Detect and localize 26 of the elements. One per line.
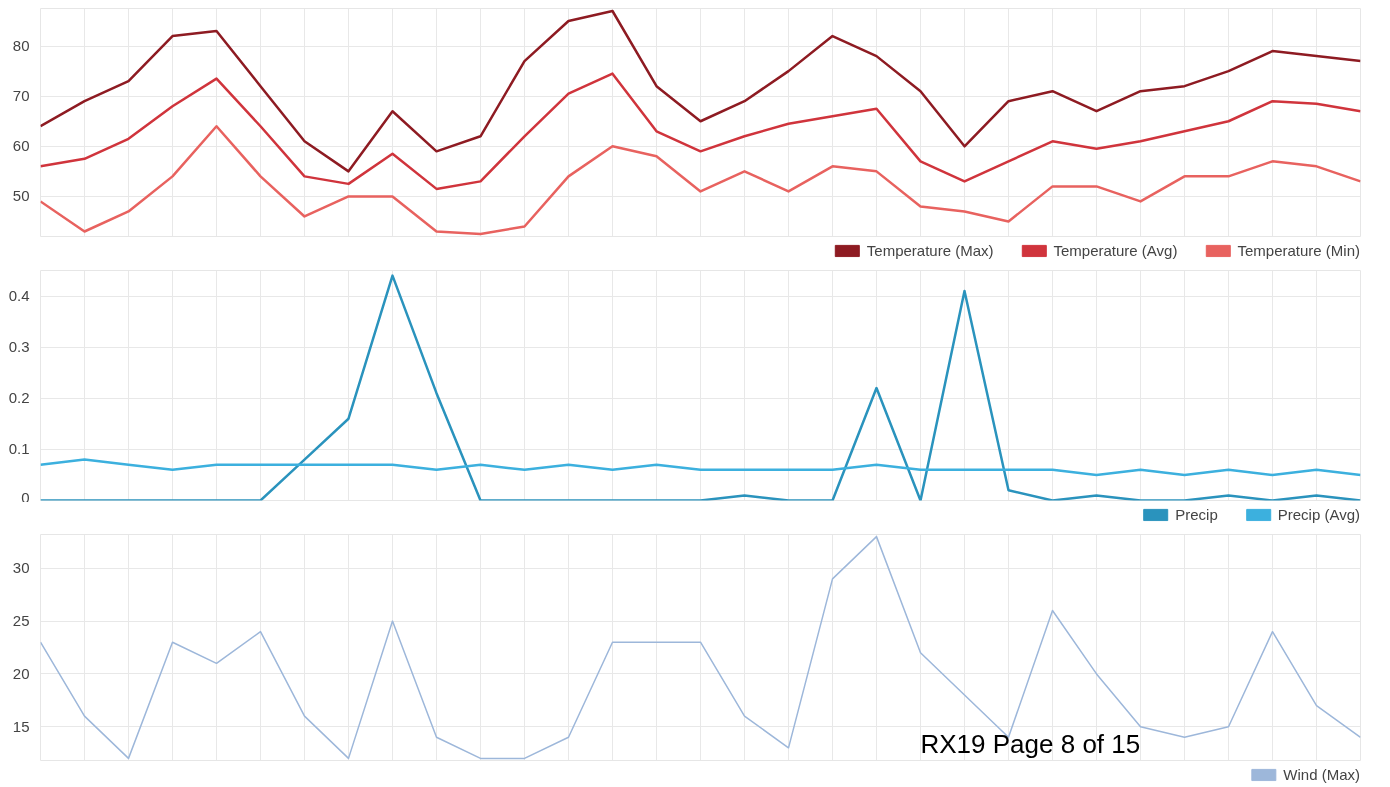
y-tick-label: 60 bbox=[12, 137, 30, 155]
legend-label: Precip bbox=[1175, 505, 1218, 523]
y-tick-label: 0.1 bbox=[8, 440, 30, 458]
line-series bbox=[40, 535, 1361, 760]
legend-label: Precip (Avg) bbox=[1277, 505, 1360, 523]
annotation: RX19 Page 8 of 15 bbox=[920, 728, 1141, 759]
legend-label: Temperature (Avg) bbox=[1053, 241, 1178, 259]
legend-label: Temperature (Max) bbox=[866, 241, 994, 259]
y-tick-label: 0.4 bbox=[8, 287, 30, 305]
y-tick-label: 20 bbox=[12, 664, 30, 682]
line-series bbox=[40, 458, 1361, 477]
legend-label: Temperature (Min) bbox=[1237, 241, 1360, 259]
y-tick-label: 0.2 bbox=[8, 389, 30, 407]
y-tick-label: 0 bbox=[21, 488, 30, 506]
y-tick-label: 70 bbox=[12, 87, 30, 105]
y-tick-label: 50 bbox=[12, 187, 30, 205]
line-series bbox=[40, 274, 1361, 501]
y-tick-label: 15 bbox=[12, 717, 30, 735]
legend-label: Wind (Max) bbox=[1283, 765, 1360, 783]
y-tick-label: 80 bbox=[12, 37, 30, 55]
line-series bbox=[40, 72, 1361, 191]
line-series bbox=[40, 9, 1361, 173]
y-tick-label: 30 bbox=[12, 559, 30, 577]
y-tick-label: 0.3 bbox=[8, 338, 30, 356]
line-series bbox=[40, 125, 1361, 236]
y-tick-label: 25 bbox=[12, 612, 30, 630]
